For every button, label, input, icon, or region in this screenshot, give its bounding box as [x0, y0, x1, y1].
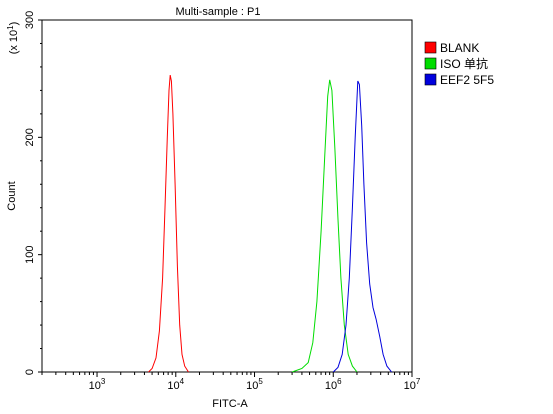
x-tick-label: 105 — [246, 377, 263, 392]
legend-swatch — [424, 57, 437, 70]
x-tick-label: 107 — [404, 377, 421, 392]
x-axis-label: FITC-A — [212, 398, 248, 410]
legend-label: BLANK — [440, 41, 479, 55]
series-curve-3 — [332, 80, 392, 373]
legend-label: EEF2 5F5 — [440, 73, 494, 87]
y-axis-label: Count — [6, 181, 18, 210]
x-tick-label: 103 — [89, 377, 106, 392]
legend-swatch — [424, 73, 437, 86]
y-tick-label: 0 — [24, 369, 36, 375]
histogram-curves — [148, 75, 392, 373]
x-tick-label: 104 — [167, 377, 184, 392]
plot-frame — [41, 19, 413, 373]
y-tick-label: 100 — [24, 245, 36, 263]
legend-label: ISO 单抗 — [440, 56, 488, 71]
series-curve-2 — [291, 79, 358, 373]
chart-title: Multi-sample : P1 — [176, 6, 261, 18]
y-tick-label: 300 — [24, 11, 36, 29]
x-tick-label: 106 — [325, 377, 342, 392]
y-axis-multiplier-exp: 1 — [6, 25, 15, 30]
y-tick-label: 200 — [24, 128, 36, 146]
legend-swatch — [424, 41, 437, 54]
series-curve-1 — [148, 75, 189, 373]
x-axis: 103 104 105 106 107 — [41, 372, 421, 392]
y-axis-multiplier: (x 101) — [6, 22, 20, 55]
y-axis-multiplier-base: (x 10 — [8, 30, 20, 54]
y-axis: 0 100 200 300 — [24, 11, 42, 375]
